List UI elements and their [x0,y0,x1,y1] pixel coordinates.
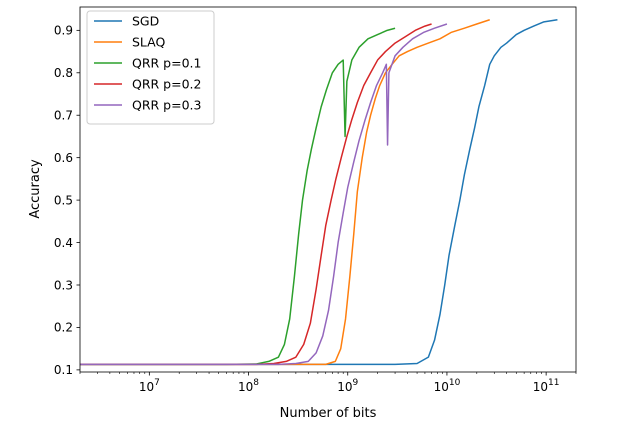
legend-label: SLAQ [132,35,166,50]
series-line-4 [80,23,448,366]
y-tick-label: 0.1 [54,363,73,377]
y-tick-label: 0.9 [54,24,73,38]
legend-label: QRR p=0.2 [132,77,201,92]
y-axis-label: Accuracy [28,159,43,219]
y-tick-label: 0.4 [54,236,73,250]
x-tick-label: 1011 [533,378,560,394]
legend-label: QRR p=0.1 [132,56,201,71]
plot-frame [79,6,577,373]
x-axis-label: Number of bits [280,406,377,421]
series-line-3 [80,23,432,366]
legend-box [86,10,215,125]
series-line-2 [80,27,396,366]
y-tick-label: 0.5 [54,193,73,207]
series-layer [80,18,558,366]
legend-label: QRR p=0.3 [132,98,201,113]
series-line-0 [80,18,558,366]
series-line-1 [80,19,490,366]
x-tick-label: 108 [238,378,259,394]
y-tick-label: 0.7 [54,109,73,123]
ticks-layer: 107 108 109 1010 1011 0.1 0.2 0.3 0.4 0.5 0.6 0.7 0.… [54,24,577,394]
x-tick-label: 107 [139,378,160,394]
x-tick-label: 1010 [434,378,461,394]
y-tick-label: 0.8 [54,66,73,80]
y-tick-label: 0.6 [54,151,73,165]
y-tick-label: 0.2 [54,321,73,335]
legend: SGD SLAQ QRR p=0.1 QRR p=0.2 QRR p=0.3 [86,10,215,125]
y-tick-label: 0.3 [54,278,73,292]
legend-label: SGD [132,14,159,29]
x-tick-label: 109 [337,378,358,394]
